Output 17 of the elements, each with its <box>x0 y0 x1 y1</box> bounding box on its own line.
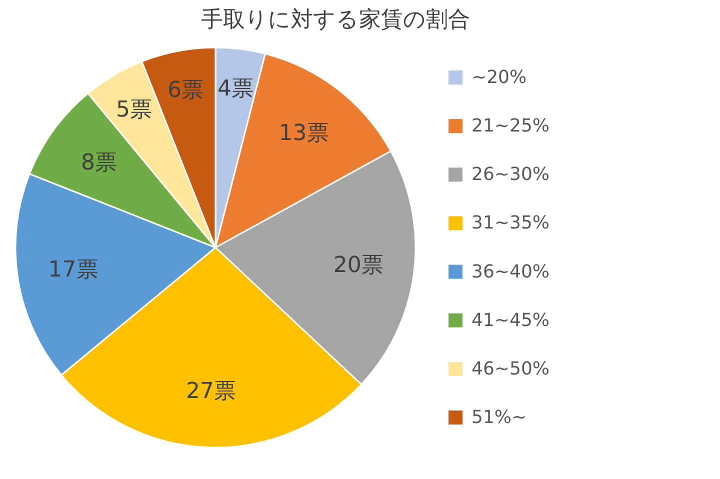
data-label: 17票 <box>48 258 98 283</box>
chart-title: 手取りに対する家賃の割合 <box>201 8 470 32</box>
data-label: 27票 <box>186 378 236 404</box>
legend-label: 46~50% <box>472 358 550 380</box>
legend-label: 41~45% <box>472 310 550 331</box>
legend-label: 26~30% <box>472 164 550 186</box>
legend-label: 31~35% <box>472 212 550 234</box>
data-label: 20票 <box>333 253 384 278</box>
legend-label: 21~25% <box>472 116 550 137</box>
legend-label: ~20% <box>472 67 527 88</box>
data-label: 13票 <box>278 121 329 146</box>
data-label: 5票 <box>116 97 152 122</box>
data-label: 8票 <box>81 150 118 176</box>
legend-label: 36~40% <box>472 261 550 282</box>
data-label: 6票 <box>168 78 204 103</box>
data-label: 4票 <box>218 76 254 102</box>
legend-label: 51%~ <box>472 407 527 428</box>
